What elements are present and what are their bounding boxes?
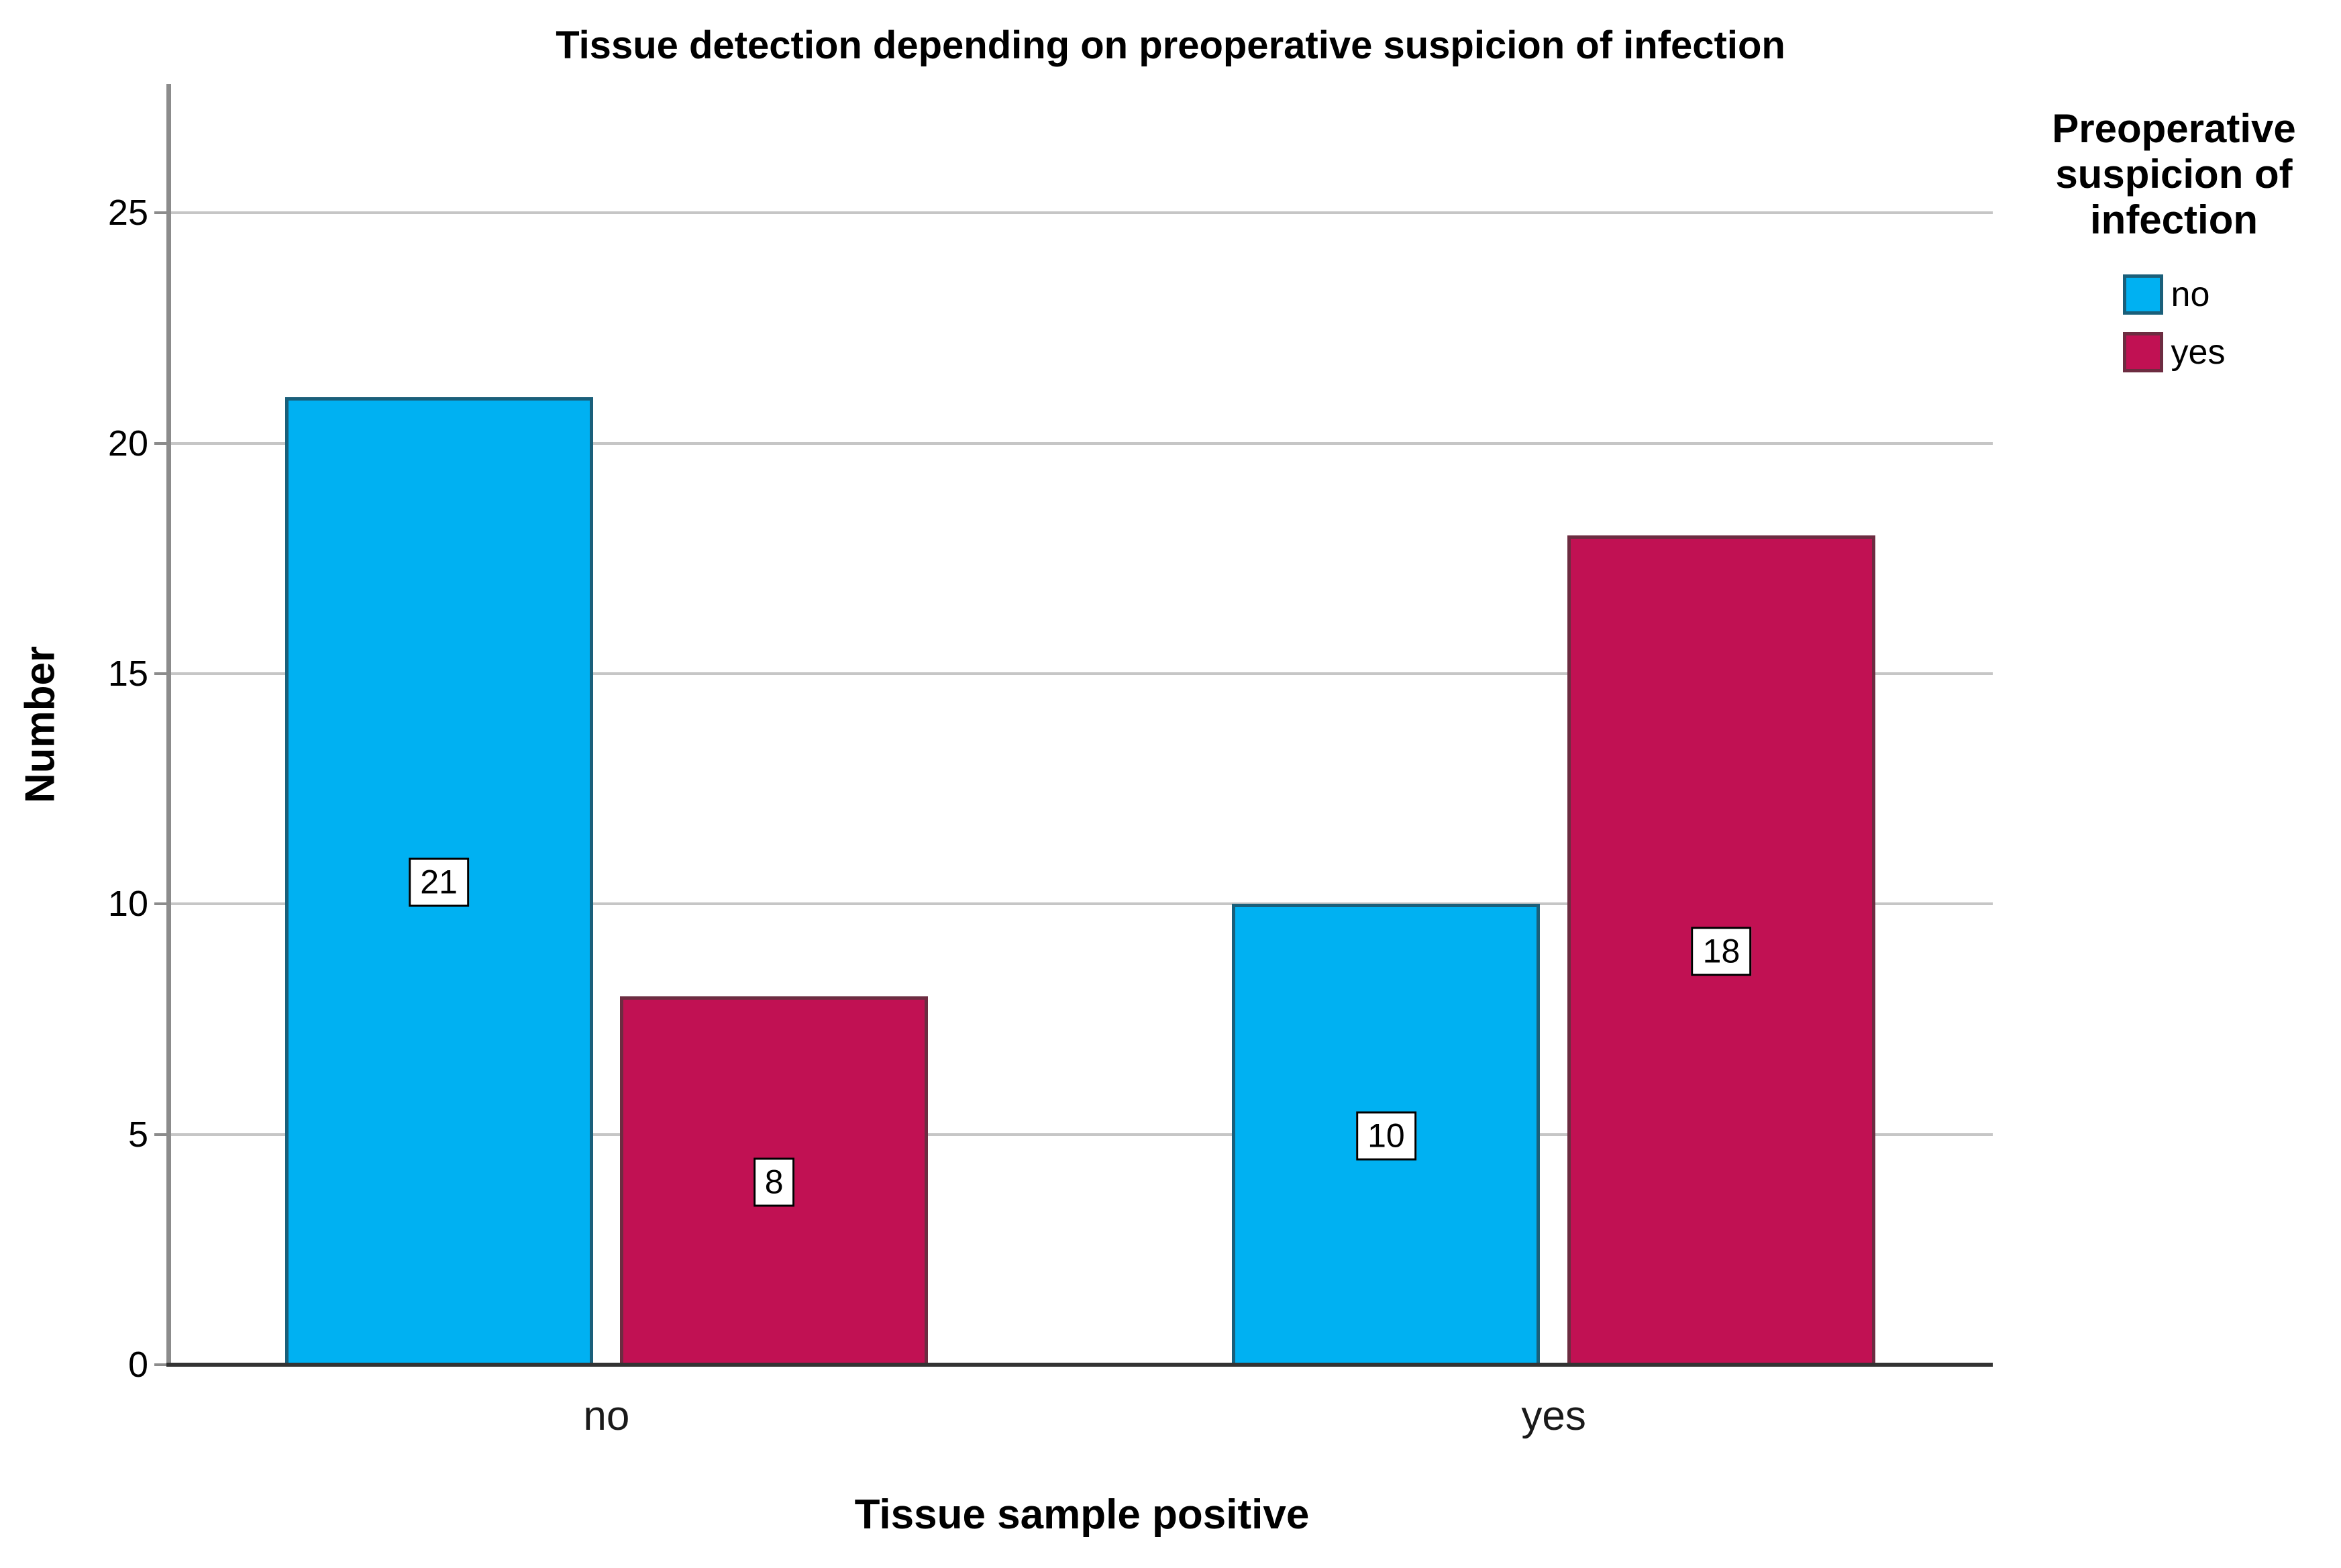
y-tick-mark-15 bbox=[154, 672, 166, 675]
y-tick-label-15: 15 bbox=[107, 653, 148, 694]
x-axis-line bbox=[166, 1363, 1993, 1367]
x-axis-title: Tissue sample positive bbox=[854, 1492, 1310, 1538]
y-axis-title: Number bbox=[17, 645, 64, 804]
legend-label-no: no bbox=[2171, 275, 2210, 315]
gridline-15 bbox=[171, 672, 1993, 675]
y-tick-mark-5 bbox=[154, 1133, 166, 1136]
bar-no-yes: 8 bbox=[620, 996, 929, 1365]
y-axis-line bbox=[166, 84, 171, 1365]
y-tick-label-10: 10 bbox=[107, 884, 148, 925]
legend-swatch-yes bbox=[2122, 332, 2163, 373]
y-tick-mark-20 bbox=[154, 441, 166, 445]
legend-items: no yes bbox=[2122, 274, 2226, 373]
legend: Preoperative suspicion of infection no ye… bbox=[1999, 106, 2341, 373]
x-category-label-no: no bbox=[583, 1393, 630, 1439]
x-category-label-yes: yes bbox=[1521, 1393, 1586, 1439]
gridline-5 bbox=[171, 1133, 1993, 1136]
legend-label-yes: yes bbox=[2171, 333, 2226, 372]
bar-yes-no: 10 bbox=[1232, 904, 1541, 1365]
y-tick-label-0: 0 bbox=[127, 1345, 148, 1385]
y-tick-mark-25 bbox=[154, 211, 166, 215]
bar-yes-yes: 18 bbox=[1567, 535, 1875, 1365]
y-tick-label-25: 25 bbox=[107, 193, 148, 233]
bar-value-label-no-yes: 8 bbox=[753, 1157, 795, 1207]
legend-title: Preoperative suspicion of infection bbox=[2052, 106, 2296, 242]
bar-value-label-yes-yes: 18 bbox=[1691, 927, 1752, 976]
y-tick-mark-0 bbox=[154, 1363, 166, 1366]
legend-item-no: no bbox=[2122, 274, 2226, 315]
bar-no-no: 21 bbox=[284, 397, 593, 1365]
y-tick-mark-10 bbox=[154, 902, 166, 906]
gridline-20 bbox=[171, 441, 1993, 445]
gridline-25 bbox=[171, 211, 1993, 215]
bar-value-label-no-no: 21 bbox=[409, 857, 469, 907]
chart-title: Tissue detection depending on preoperati… bbox=[556, 23, 1785, 67]
y-tick-label-5: 5 bbox=[127, 1114, 148, 1155]
y-tick-label-20: 20 bbox=[107, 423, 148, 464]
gridline-10 bbox=[171, 902, 1993, 906]
legend-item-yes: yes bbox=[2122, 332, 2226, 373]
legend-swatch-no bbox=[2122, 274, 2163, 315]
bar-value-label-yes-no: 10 bbox=[1356, 1111, 1416, 1161]
plot-area: 0 5 10 15 20 25 21 8 10 18 no yes bbox=[108, 84, 1993, 1437]
